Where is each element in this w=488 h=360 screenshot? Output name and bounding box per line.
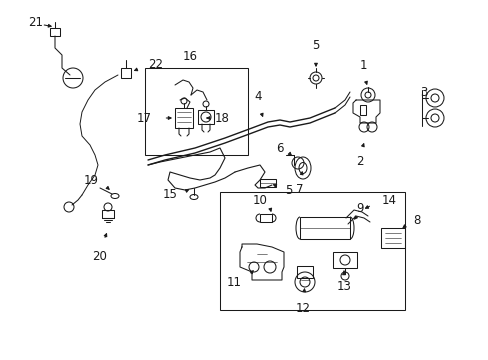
Text: 18: 18 [215,112,229,125]
Bar [260,179,275,187]
Bar [121,68,131,78]
Text: 5: 5 [312,39,319,52]
Text: 11: 11 [226,275,242,288]
Text: 20: 20 [92,250,107,263]
Bar [198,110,214,124]
Bar [175,108,193,128]
Bar [220,192,404,310]
Bar [380,228,404,248]
Bar [359,105,365,115]
Text: 9: 9 [356,202,363,215]
Text: 3: 3 [419,86,427,99]
Bar [102,210,114,218]
Text: 7: 7 [296,183,303,196]
Bar [50,28,60,36]
Text: 17: 17 [137,112,152,125]
Bar [145,68,247,155]
Text: 14: 14 [381,194,396,207]
Bar [332,252,356,268]
Text: 19: 19 [84,174,99,186]
Text: 1: 1 [359,59,366,72]
Text: 4: 4 [254,90,261,103]
Text: 22: 22 [148,58,163,72]
Text: 21: 21 [28,15,43,28]
Bar [299,217,349,239]
Bar [296,266,312,278]
Text: 16: 16 [183,50,198,63]
Text: 2: 2 [356,155,363,168]
Text: 5: 5 [285,184,292,197]
Text: 13: 13 [336,280,351,293]
Text: 6: 6 [276,141,284,154]
Text: 10: 10 [253,194,267,207]
Text: 12: 12 [295,302,310,315]
Text: 8: 8 [412,213,420,226]
Text: 15: 15 [163,189,178,202]
Bar [260,214,271,222]
